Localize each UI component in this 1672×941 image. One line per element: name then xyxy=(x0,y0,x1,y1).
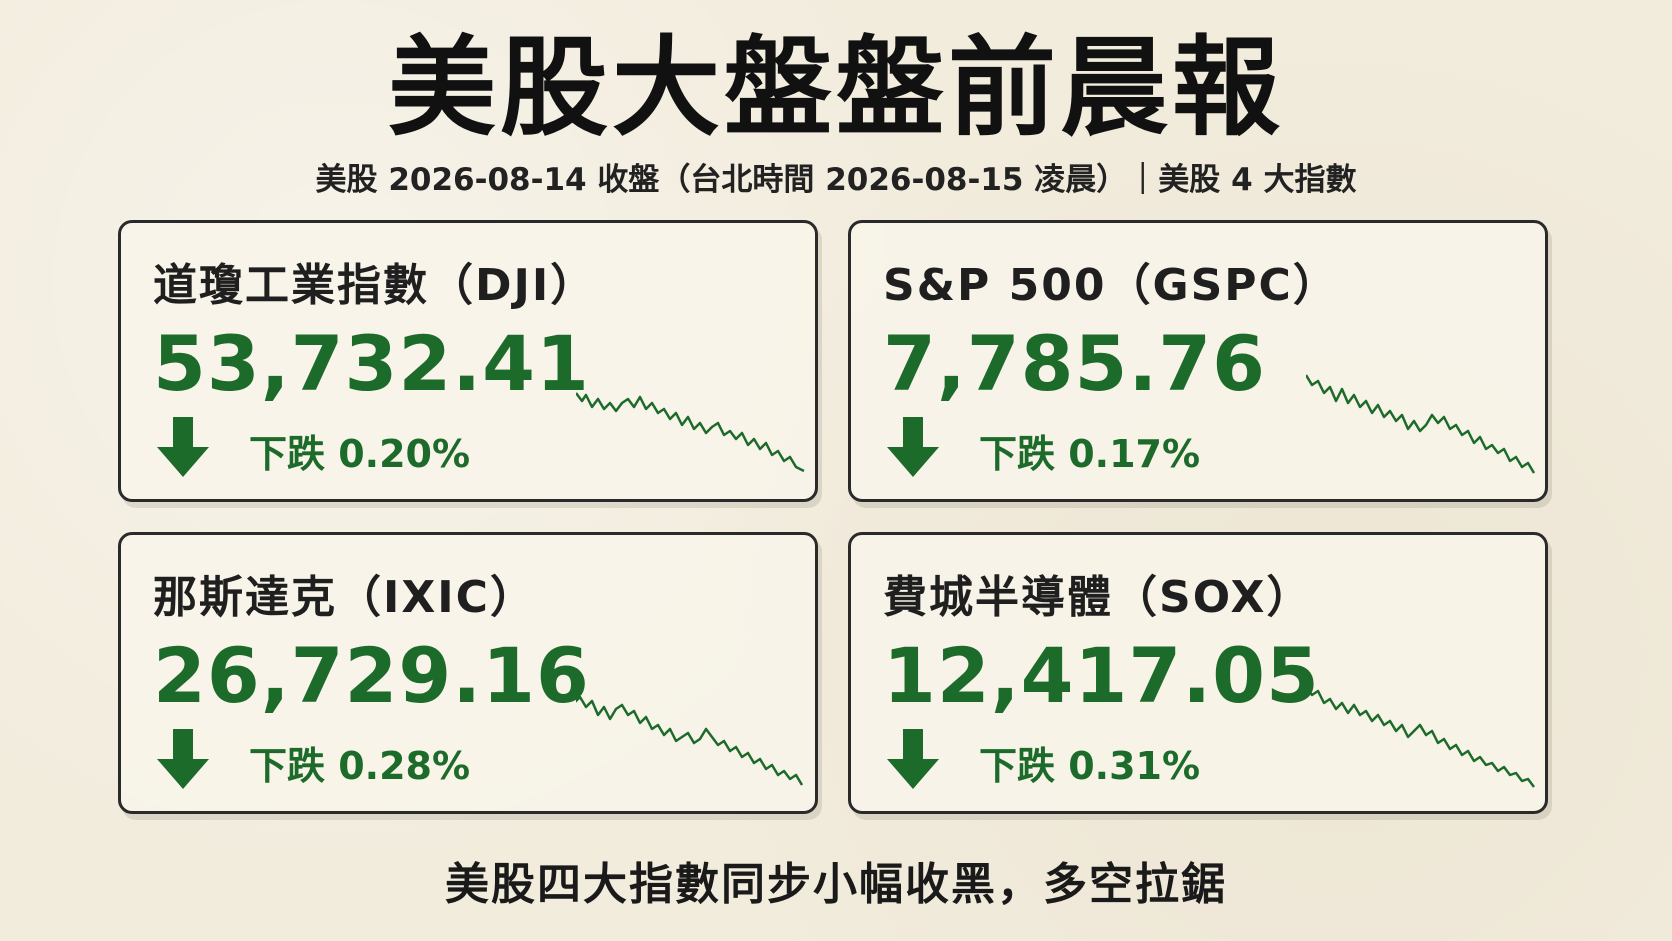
page-title: 美股大盤盤前晨報 xyxy=(387,26,1284,151)
index-change: 下跌 0.31% xyxy=(979,744,1201,788)
index-card-gspc: S&P 500（GSPC） 7,785.76 下跌 0.17% xyxy=(848,220,1548,502)
index-value: 53,732.41 xyxy=(153,319,590,408)
index-value: 26,729.16 xyxy=(153,631,590,720)
index-change: 下跌 0.20% xyxy=(249,432,471,476)
down-arrow-icon xyxy=(887,729,939,789)
index-name: 費城半導體（SOX） xyxy=(883,572,1313,623)
index-value: 12,417.05 xyxy=(883,631,1320,720)
index-card-sox: 費城半導體（SOX） 12,417.05 下跌 0.31% xyxy=(848,532,1548,814)
index-name: S&P 500（GSPC） xyxy=(883,260,1339,311)
trend-sparkline xyxy=(1306,374,1536,474)
index-change: 下跌 0.17% xyxy=(979,432,1201,476)
index-change: 下跌 0.28% xyxy=(249,744,471,788)
index-card-ixic: 那斯達克（IXIC） 26,729.16 下跌 0.28% xyxy=(118,532,818,814)
index-name: 那斯達克（IXIC） xyxy=(153,572,536,623)
down-arrow-icon xyxy=(157,417,209,477)
trend-sparkline xyxy=(576,392,805,473)
summary-text: 美股四大指數同步小幅收黑，多空拉鋸 xyxy=(445,859,1227,910)
index-value: 7,785.76 xyxy=(883,319,1267,408)
down-arrow-icon xyxy=(157,729,209,789)
down-arrow-icon xyxy=(887,417,939,477)
page-subtitle: 美股 2026-08-14 收盤（台北時間 2026-08-15 凌晨）｜美股 … xyxy=(315,162,1357,198)
trend-sparkline xyxy=(576,695,804,786)
index-name: 道瓊工業指數（DJI） xyxy=(153,260,597,311)
trend-sparkline xyxy=(1306,686,1535,788)
index-card-dji: 道瓊工業指數（DJI） 53,732.41 下跌 0.20% xyxy=(118,220,818,502)
